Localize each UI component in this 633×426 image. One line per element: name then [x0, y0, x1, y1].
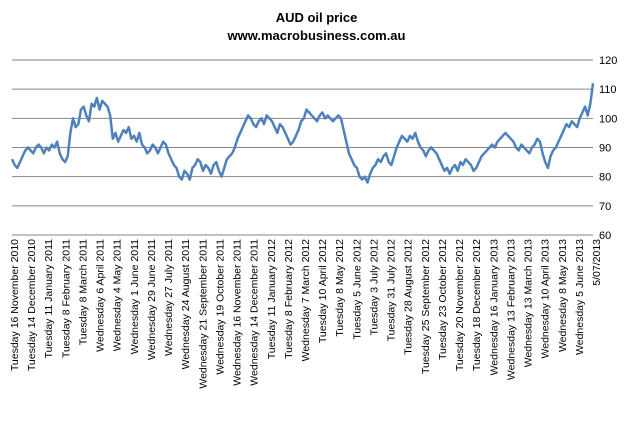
- y-tick-label: 80: [599, 172, 611, 184]
- x-tick-label: Tuesday 10 April 2012: [317, 239, 329, 343]
- x-tick-label: Tuesday 14 December 2010: [26, 239, 38, 371]
- x-tick-label: Wednesday 27 July 2011: [163, 239, 175, 356]
- y-tick-label: 120: [599, 55, 617, 67]
- x-tick-label: Wednesday 21 September 2011: [197, 239, 209, 389]
- x-tick-label: Wednesday 14 December 2011: [249, 239, 261, 386]
- x-tick-label: Tuesday 18 December 2012: [471, 239, 483, 371]
- chart-title: AUD oil price: [275, 10, 358, 25]
- x-tick-label: Tuesday 31 July 2012: [386, 239, 398, 342]
- x-tick-label: Wednesday 19 October 2011: [214, 239, 226, 375]
- x-tick-label: Wednesday 24 August 2011: [180, 239, 192, 370]
- x-tick-label: Tuesday 3 July 2012: [368, 239, 380, 336]
- x-tick-label: Wednesday 4 May 2011: [112, 239, 124, 351]
- x-tick-label: Tuesday 5 June 2012: [351, 239, 363, 340]
- chart-subtitle: www.macrobusiness.com.au: [227, 28, 406, 43]
- x-tick-label: Wednesday 7 March 2012: [300, 239, 312, 362]
- x-tick-label: Wednesday 10 April 2013: [540, 239, 552, 359]
- x-tick-label: Tuesday 8 February 2012: [283, 239, 295, 359]
- y-tick-label: 100: [599, 113, 617, 125]
- x-tick-label: Wednesday 16 January 2013: [488, 239, 500, 376]
- x-tick-label: 5/07/2013: [591, 239, 603, 286]
- x-tick-label: Tuesday 11 January 2011: [43, 239, 55, 359]
- x-tick-label: Tuesday 8 March 2011: [77, 239, 89, 345]
- x-tick-label: Wednesday 13 March 2013: [523, 239, 535, 367]
- x-tick-label: Tuesday 28 August 2012: [403, 239, 415, 355]
- x-tick-label: Tuesday 8 May 2012: [334, 239, 346, 337]
- x-tick-label: Wednesday 5 June 2013: [574, 239, 586, 355]
- x-tick-label: Wednesday 1 June 2011: [129, 239, 141, 354]
- x-tick-label: Tuesday 8 February 2011: [60, 239, 72, 358]
- x-tick-label: Wednesday 16 November 2011: [232, 239, 244, 386]
- x-tick-label: Tuesday 25 September 2012: [420, 239, 432, 374]
- y-tick-label: 70: [599, 201, 611, 213]
- y-tick-label: 60: [599, 230, 611, 242]
- x-tick-label: Tuesday 23 October 2012: [437, 239, 449, 360]
- series-line: [10, 83, 595, 184]
- x-tick-label: Wednesday 13 February 2013: [505, 239, 517, 380]
- y-tick-label: 90: [599, 143, 611, 155]
- x-tick-label: Wednesday 29 June 2011: [146, 239, 158, 360]
- x-tick-label: Tuesday 16 November 2010: [9, 239, 21, 371]
- x-tick-label: Wednesday 6 April 2011: [95, 239, 107, 352]
- x-tick-label: Tuesday 20 November 2012: [454, 239, 466, 371]
- x-tick-label: Wednesday 8 May 2013: [557, 239, 569, 352]
- x-tick-label: Tuesday 11 January 2012: [266, 239, 278, 359]
- y-tick-label: 110: [599, 84, 617, 96]
